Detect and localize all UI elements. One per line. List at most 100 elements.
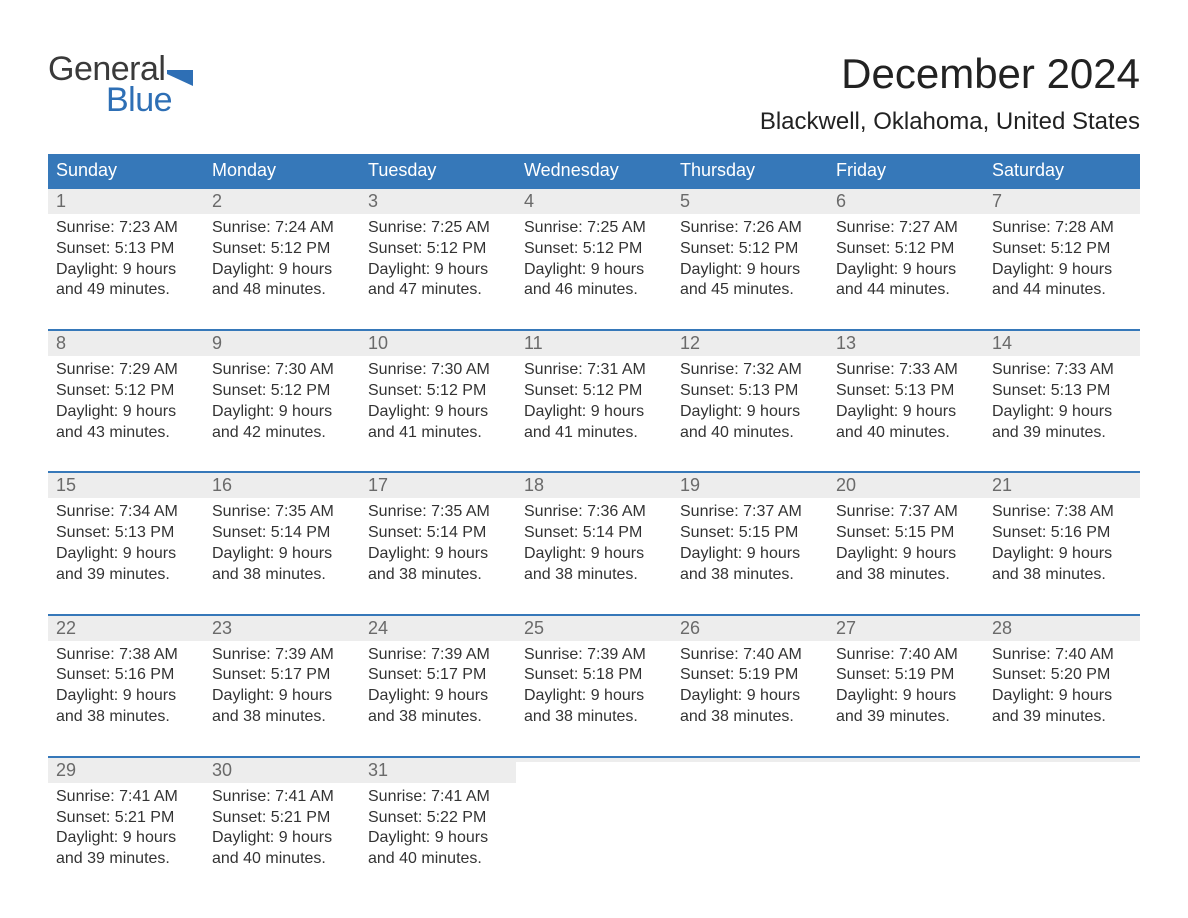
calendar-day: 21 Sunrise: 7:38 AMSunset: 5:16 PMDayligh… xyxy=(984,473,1140,595)
day-details: Sunrise: 7:36 AMSunset: 5:14 PMDaylight:… xyxy=(524,502,664,585)
dow-friday: Friday xyxy=(828,154,984,187)
day-number: 18 xyxy=(524,475,544,495)
day-d1: Daylight: 9 hours xyxy=(368,260,508,281)
day-number: 27 xyxy=(836,618,856,638)
day-d2: and 47 minutes. xyxy=(368,280,508,301)
day-d2: and 41 minutes. xyxy=(524,423,664,444)
day-number-row xyxy=(984,758,1140,762)
day-number-row: 27 xyxy=(828,616,984,641)
day-d2: and 43 minutes. xyxy=(56,423,196,444)
day-d1: Daylight: 9 hours xyxy=(524,544,664,565)
day-details: Sunrise: 7:35 AMSunset: 5:14 PMDaylight:… xyxy=(368,502,508,585)
calendar-day: 13Sunrise: 7:33 AMSunset: 5:13 PMDayligh… xyxy=(828,331,984,453)
day-sunrise: Sunrise: 7:27 AM xyxy=(836,218,976,239)
day-number-row: 19 xyxy=(672,473,828,498)
day-sunrise: Sunrise: 7:39 AM xyxy=(212,645,352,666)
day-number: 24 xyxy=(368,618,388,638)
day-sunrise: Sunrise: 7:37 AM xyxy=(836,502,976,523)
day-number-row: 9 xyxy=(204,331,360,356)
calendar-week: 29Sunrise: 7:41 AMSunset: 5:21 PMDayligh… xyxy=(48,756,1140,880)
day-number-row: 22 xyxy=(48,616,204,641)
day-number-row: 14 xyxy=(984,331,1140,356)
day-number: 16 xyxy=(212,475,232,495)
day-details: Sunrise: 7:30 AMSunset: 5:12 PMDaylight:… xyxy=(368,360,508,443)
calendar-day: 18 Sunrise: 7:36 AMSunset: 5:14 PMDayligh… xyxy=(516,473,672,595)
day-sunrise: Sunrise: 7:28 AM xyxy=(992,218,1132,239)
day-d1: Daylight: 9 hours xyxy=(212,686,352,707)
calendar-day xyxy=(828,758,984,880)
day-sunset: Sunset: 5:13 PM xyxy=(680,381,820,402)
dow-saturday: Saturday xyxy=(984,154,1140,187)
day-number: 8 xyxy=(56,333,66,353)
day-d2: and 38 minutes. xyxy=(368,707,508,728)
day-sunset: Sunset: 5:12 PM xyxy=(368,239,508,260)
day-sunset: Sunset: 5:12 PM xyxy=(992,239,1132,260)
flag-icon xyxy=(167,60,193,80)
day-sunrise: Sunrise: 7:29 AM xyxy=(56,360,196,381)
day-sunrise: Sunrise: 7:31 AM xyxy=(524,360,664,381)
calendar-day: 9Sunrise: 7:30 AMSunset: 5:12 PMDaylight… xyxy=(204,331,360,453)
day-sunset: Sunset: 5:15 PM xyxy=(836,523,976,544)
day-sunrise: Sunrise: 7:37 AM xyxy=(680,502,820,523)
day-d1: Daylight: 9 hours xyxy=(680,686,820,707)
day-d1: Daylight: 9 hours xyxy=(368,544,508,565)
calendar-week: 1Sunrise: 7:23 AMSunset: 5:13 PMDaylight… xyxy=(48,187,1140,311)
day-sunrise: Sunrise: 7:41 AM xyxy=(368,787,508,808)
day-number: 13 xyxy=(836,333,856,353)
day-number-row: 6 xyxy=(828,189,984,214)
day-sunset: Sunset: 5:12 PM xyxy=(524,381,664,402)
day-sunrise: Sunrise: 7:23 AM xyxy=(56,218,196,239)
day-sunset: Sunset: 5:18 PM xyxy=(524,665,664,686)
day-details: Sunrise: 7:33 AMSunset: 5:13 PMDaylight:… xyxy=(992,360,1132,443)
logo-text-bottom: Blue xyxy=(106,81,172,120)
day-details: Sunrise: 7:39 AMSunset: 5:17 PMDaylight:… xyxy=(212,645,352,728)
day-number: 21 xyxy=(992,475,1012,495)
day-details: Sunrise: 7:29 AMSunset: 5:12 PMDaylight:… xyxy=(56,360,196,443)
day-details: Sunrise: 7:38 AMSunset: 5:16 PMDaylight:… xyxy=(992,502,1132,585)
day-d1: Daylight: 9 hours xyxy=(992,402,1132,423)
day-sunset: Sunset: 5:14 PM xyxy=(212,523,352,544)
day-d1: Daylight: 9 hours xyxy=(56,260,196,281)
day-d1: Daylight: 9 hours xyxy=(212,828,352,849)
day-number: 28 xyxy=(992,618,1012,638)
day-number: 5 xyxy=(680,191,690,211)
day-details: Sunrise: 7:41 AMSunset: 5:22 PMDaylight:… xyxy=(368,787,508,870)
calendar-day xyxy=(984,758,1140,880)
day-number-row: 2 xyxy=(204,189,360,214)
day-sunset: Sunset: 5:21 PM xyxy=(56,808,196,829)
day-sunset: Sunset: 5:14 PM xyxy=(524,523,664,544)
day-number: 2 xyxy=(212,191,222,211)
calendar-day: 19Sunrise: 7:37 AMSunset: 5:15 PMDayligh… xyxy=(672,473,828,595)
calendar-day: 15Sunrise: 7:34 AMSunset: 5:13 PMDayligh… xyxy=(48,473,204,595)
day-d1: Daylight: 9 hours xyxy=(836,686,976,707)
day-d2: and 38 minutes. xyxy=(56,707,196,728)
day-d2: and 42 minutes. xyxy=(212,423,352,444)
day-d2: and 46 minutes. xyxy=(524,280,664,301)
day-details: Sunrise: 7:41 AMSunset: 5:21 PMDaylight:… xyxy=(212,787,352,870)
day-number: 4 xyxy=(524,191,534,211)
calendar-day: 3Sunrise: 7:25 AMSunset: 5:12 PMDaylight… xyxy=(360,189,516,311)
day-sunrise: Sunrise: 7:40 AM xyxy=(992,645,1132,666)
page: General Blue December 2024 Blackwell, Ok… xyxy=(0,0,1188,880)
day-d1: Daylight: 9 hours xyxy=(992,686,1132,707)
day-number-row: 12 xyxy=(672,331,828,356)
dow-thursday: Thursday xyxy=(672,154,828,187)
weeks-container: 1Sunrise: 7:23 AMSunset: 5:13 PMDaylight… xyxy=(48,187,1140,880)
day-sunset: Sunset: 5:13 PM xyxy=(992,381,1132,402)
day-sunset: Sunset: 5:19 PM xyxy=(680,665,820,686)
day-number: 17 xyxy=(368,475,388,495)
day-d1: Daylight: 9 hours xyxy=(992,544,1132,565)
calendar-day: 30Sunrise: 7:41 AMSunset: 5:21 PMDayligh… xyxy=(204,758,360,880)
day-d2: and 40 minutes. xyxy=(212,849,352,870)
day-d2: and 40 minutes. xyxy=(836,423,976,444)
day-sunset: Sunset: 5:12 PM xyxy=(524,239,664,260)
day-sunrise: Sunrise: 7:34 AM xyxy=(56,502,196,523)
day-d1: Daylight: 9 hours xyxy=(368,686,508,707)
day-details: Sunrise: 7:27 AMSunset: 5:12 PMDaylight:… xyxy=(836,218,976,301)
calendar-week: 8Sunrise: 7:29 AMSunset: 5:12 PMDaylight… xyxy=(48,329,1140,453)
day-number: 25 xyxy=(524,618,544,638)
day-details: Sunrise: 7:37 AMSunset: 5:15 PMDaylight:… xyxy=(836,502,976,585)
day-sunset: Sunset: 5:17 PM xyxy=(212,665,352,686)
day-sunset: Sunset: 5:12 PM xyxy=(212,239,352,260)
day-sunrise: Sunrise: 7:40 AM xyxy=(836,645,976,666)
